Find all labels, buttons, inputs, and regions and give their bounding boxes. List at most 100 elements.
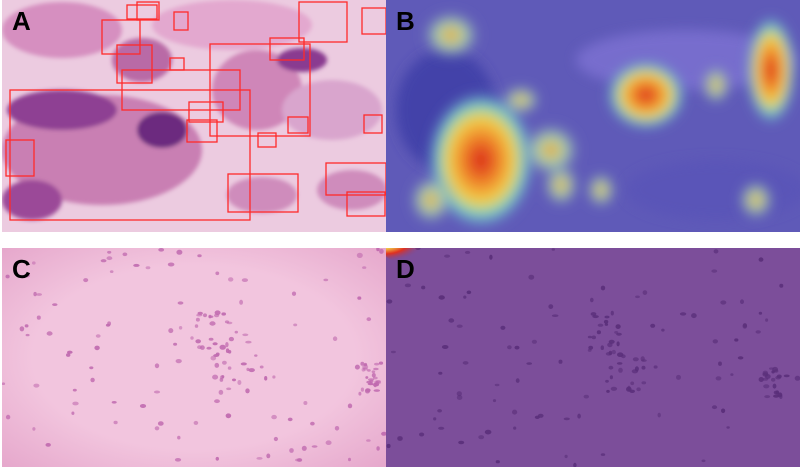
cell — [356, 252, 363, 258]
cell — [105, 323, 111, 327]
cell — [145, 266, 151, 270]
cell — [371, 373, 376, 378]
cell — [726, 426, 730, 429]
cell — [24, 273, 31, 278]
cell — [89, 366, 94, 370]
cell — [458, 440, 465, 445]
cell — [596, 330, 601, 335]
cell — [228, 277, 234, 282]
cell — [52, 303, 58, 306]
cell — [95, 334, 101, 338]
cell — [730, 373, 734, 376]
cell — [604, 315, 610, 319]
cell — [311, 445, 318, 448]
cell — [245, 388, 250, 394]
cell — [256, 457, 263, 460]
cell — [358, 391, 362, 396]
cell — [386, 299, 393, 304]
cell — [373, 367, 379, 371]
cell — [742, 323, 747, 328]
cell — [608, 339, 615, 344]
cell — [740, 299, 744, 304]
cell — [376, 446, 380, 451]
cell — [404, 283, 411, 288]
cell — [433, 417, 437, 421]
cell — [775, 375, 781, 380]
cell — [72, 401, 79, 406]
cell — [794, 375, 800, 381]
cell — [348, 457, 351, 462]
cell — [711, 269, 718, 273]
cell — [558, 359, 563, 364]
cell — [772, 383, 777, 389]
cell — [367, 369, 371, 372]
cell — [33, 383, 40, 388]
cell — [379, 248, 384, 254]
cell — [347, 403, 353, 409]
cell — [291, 291, 297, 296]
cell — [635, 295, 640, 299]
cell — [764, 395, 771, 399]
cell — [374, 362, 380, 366]
cell — [206, 346, 212, 350]
cell — [364, 388, 371, 394]
cell — [737, 356, 744, 360]
panel-a-image — [2, 0, 386, 232]
cell — [259, 365, 264, 369]
cell — [212, 342, 218, 346]
cell — [642, 290, 648, 295]
cell — [621, 354, 626, 359]
cell — [608, 350, 613, 355]
cell — [241, 278, 248, 282]
cell — [362, 266, 367, 269]
cell — [245, 340, 252, 344]
cell — [2, 382, 6, 385]
cell — [712, 339, 718, 344]
cell — [66, 353, 71, 357]
cell — [293, 323, 298, 327]
cell — [193, 420, 199, 425]
cell — [366, 439, 371, 442]
cell — [195, 317, 200, 322]
cell — [641, 365, 646, 370]
cell — [111, 401, 117, 404]
cell — [386, 443, 391, 449]
cell — [289, 448, 294, 453]
cell — [603, 319, 609, 324]
cell — [606, 389, 610, 393]
cell — [610, 310, 614, 316]
panel-a-label: A — [12, 6, 31, 36]
cell — [167, 262, 175, 267]
cell — [372, 376, 378, 380]
cell — [604, 323, 609, 326]
cell — [153, 390, 161, 394]
cell — [513, 426, 517, 430]
cell — [634, 366, 639, 372]
cell — [444, 254, 451, 258]
cell — [489, 254, 493, 260]
cell — [365, 376, 369, 379]
cell — [564, 454, 568, 459]
cell — [615, 324, 621, 329]
cell — [466, 290, 472, 295]
cell — [33, 291, 37, 297]
cell — [514, 345, 520, 350]
cell — [381, 431, 386, 436]
cell — [438, 371, 443, 375]
cell — [139, 404, 147, 408]
cell — [616, 341, 620, 347]
cell — [210, 355, 217, 361]
cell — [334, 426, 340, 431]
cell — [67, 350, 73, 354]
cell — [214, 362, 220, 368]
cell — [636, 387, 641, 392]
cell — [650, 323, 656, 328]
cell — [464, 250, 471, 254]
cell — [548, 304, 554, 309]
cell — [610, 386, 618, 391]
panel-c-image — [2, 248, 386, 467]
cell — [769, 367, 774, 370]
cell — [297, 458, 303, 462]
cell — [640, 356, 645, 362]
cell — [25, 333, 30, 337]
